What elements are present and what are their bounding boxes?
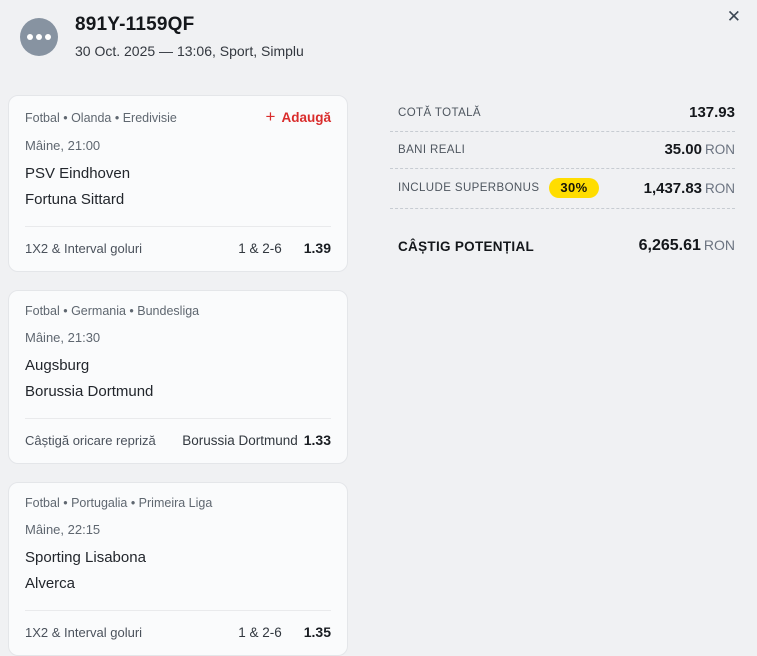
superbonus-value: 1,437.83 <box>643 179 702 197</box>
bet-card: Fotbal • Germania • Bundesliga Mâine, 21… <box>8 290 348 464</box>
market-row: 1X2 & Interval goluri 1 & 2-6 1.39 <box>25 227 331 271</box>
home-team: Augsburg <box>25 357 90 374</box>
summary-row-superbonus: INCLUDE SUPERBONUS 30% 1,437.83 RON <box>390 169 735 209</box>
market-name: 1X2 & Interval goluri <box>25 624 143 640</box>
away-team: Borussia Dortmund <box>25 383 154 400</box>
close-icon: ✕ <box>726 7 741 26</box>
bet-category: Fotbal • Portugalia • Primeira Liga <box>25 496 213 510</box>
event-teams: PSV Eindhoven Fortuna Sittard <box>25 161 331 213</box>
selection: 1 & 2-6 <box>238 625 282 640</box>
selection: 1 & 2-6 <box>238 241 282 256</box>
bet-card: Fotbal • Olanda • Eredivisie + Adaugă Mâ… <box>8 95 348 272</box>
selection: Borussia Dortmund <box>182 433 298 448</box>
total-odds-value: 137.93 <box>689 104 735 121</box>
potential-win-value: 6,265.61 RON <box>638 237 735 254</box>
market-name: 1X2 & Interval goluri <box>25 240 143 256</box>
odds: 1.35 <box>303 624 331 640</box>
ticket-meta: 30 Oct. 2025 — 13:06, Sport, Simplu <box>75 43 304 59</box>
ellipsis-icon <box>20 17 58 56</box>
summary-panel: COTĂ TOTALĂ 137.93 BANI REALI 35.00 RON I… <box>390 95 735 255</box>
market-name: Câștigă oricare repriză <box>25 432 156 448</box>
away-team: Alverca <box>25 575 76 592</box>
currency-label: RON <box>703 237 735 253</box>
ticket-title-block: 891Y-1159QF 30 Oct. 2025 — 13:06, Sport,… <box>75 14 304 59</box>
home-team: PSV Eindhoven <box>25 165 131 182</box>
card-divider <box>25 610 331 611</box>
summary-value: 1,437.83 RON <box>644 180 735 197</box>
event-time: Mâine, 21:30 <box>25 330 101 345</box>
superbonus-badge: 30% <box>549 178 599 198</box>
summary-row-real-money: BANI REALI 35.00 RON <box>390 132 735 169</box>
event-time: Mâine, 21:00 <box>25 138 101 153</box>
currency-label: RON <box>705 180 735 196</box>
event-teams: Sporting Lisabona Alverca <box>25 545 331 597</box>
summary-row-total-odds: COTĂ TOTALĂ 137.93 <box>390 95 735 132</box>
away-team: Fortuna Sittard <box>25 191 125 208</box>
add-button-label: Adaugă <box>281 110 331 125</box>
potential-win-row: CÂȘTIG POTENȚIAL 6,265.61 RON <box>390 237 735 255</box>
home-team: Sporting Lisabona <box>25 549 146 566</box>
market-row: 1X2 & Interval goluri 1 & 2-6 1.35 <box>25 611 331 655</box>
odds: 1.39 <box>303 240 331 256</box>
summary-label: BANI REALI <box>398 143 466 156</box>
ticket-header: 891Y-1159QF 30 Oct. 2025 — 13:06, Sport,… <box>0 0 757 75</box>
plus-icon: + <box>265 107 276 126</box>
bet-category: Fotbal • Olanda • Eredivisie <box>25 110 177 125</box>
odds: 1.33 <box>303 432 331 448</box>
real-money-value: 35.00 <box>664 141 702 158</box>
potential-win-label: CÂȘTIG POTENȚIAL <box>398 238 535 254</box>
summary-value: 137.93 <box>689 104 735 121</box>
summary-label: COTĂ TOTALĂ <box>398 106 482 119</box>
bet-card: Fotbal • Portugalia • Primeira Liga Mâin… <box>8 482 348 656</box>
event-time: Mâine, 22:15 <box>25 522 101 537</box>
bet-list: Fotbal • Olanda • Eredivisie + Adaugă Mâ… <box>8 95 348 656</box>
market-row: Câștigă oricare repriză Borussia Dortmun… <box>25 419 331 463</box>
close-button[interactable]: ✕ <box>723 4 745 29</box>
event-teams: Augsburg Borussia Dortmund <box>25 353 331 405</box>
ticket-body: Fotbal • Olanda • Eredivisie + Adaugă Mâ… <box>0 75 757 656</box>
card-divider <box>25 226 331 227</box>
card-divider <box>25 418 331 419</box>
summary-value: 35.00 RON <box>664 141 735 158</box>
superbonus-label: INCLUDE SUPERBONUS <box>398 182 540 194</box>
bet-category: Fotbal • Germania • Bundesliga <box>25 304 200 318</box>
currency-label: RON <box>705 142 735 157</box>
ticket-id: 891Y-1159QF <box>75 14 195 35</box>
summary-label: INCLUDE SUPERBONUS 30% <box>398 178 599 198</box>
add-button[interactable]: + Adaugă <box>265 107 331 126</box>
